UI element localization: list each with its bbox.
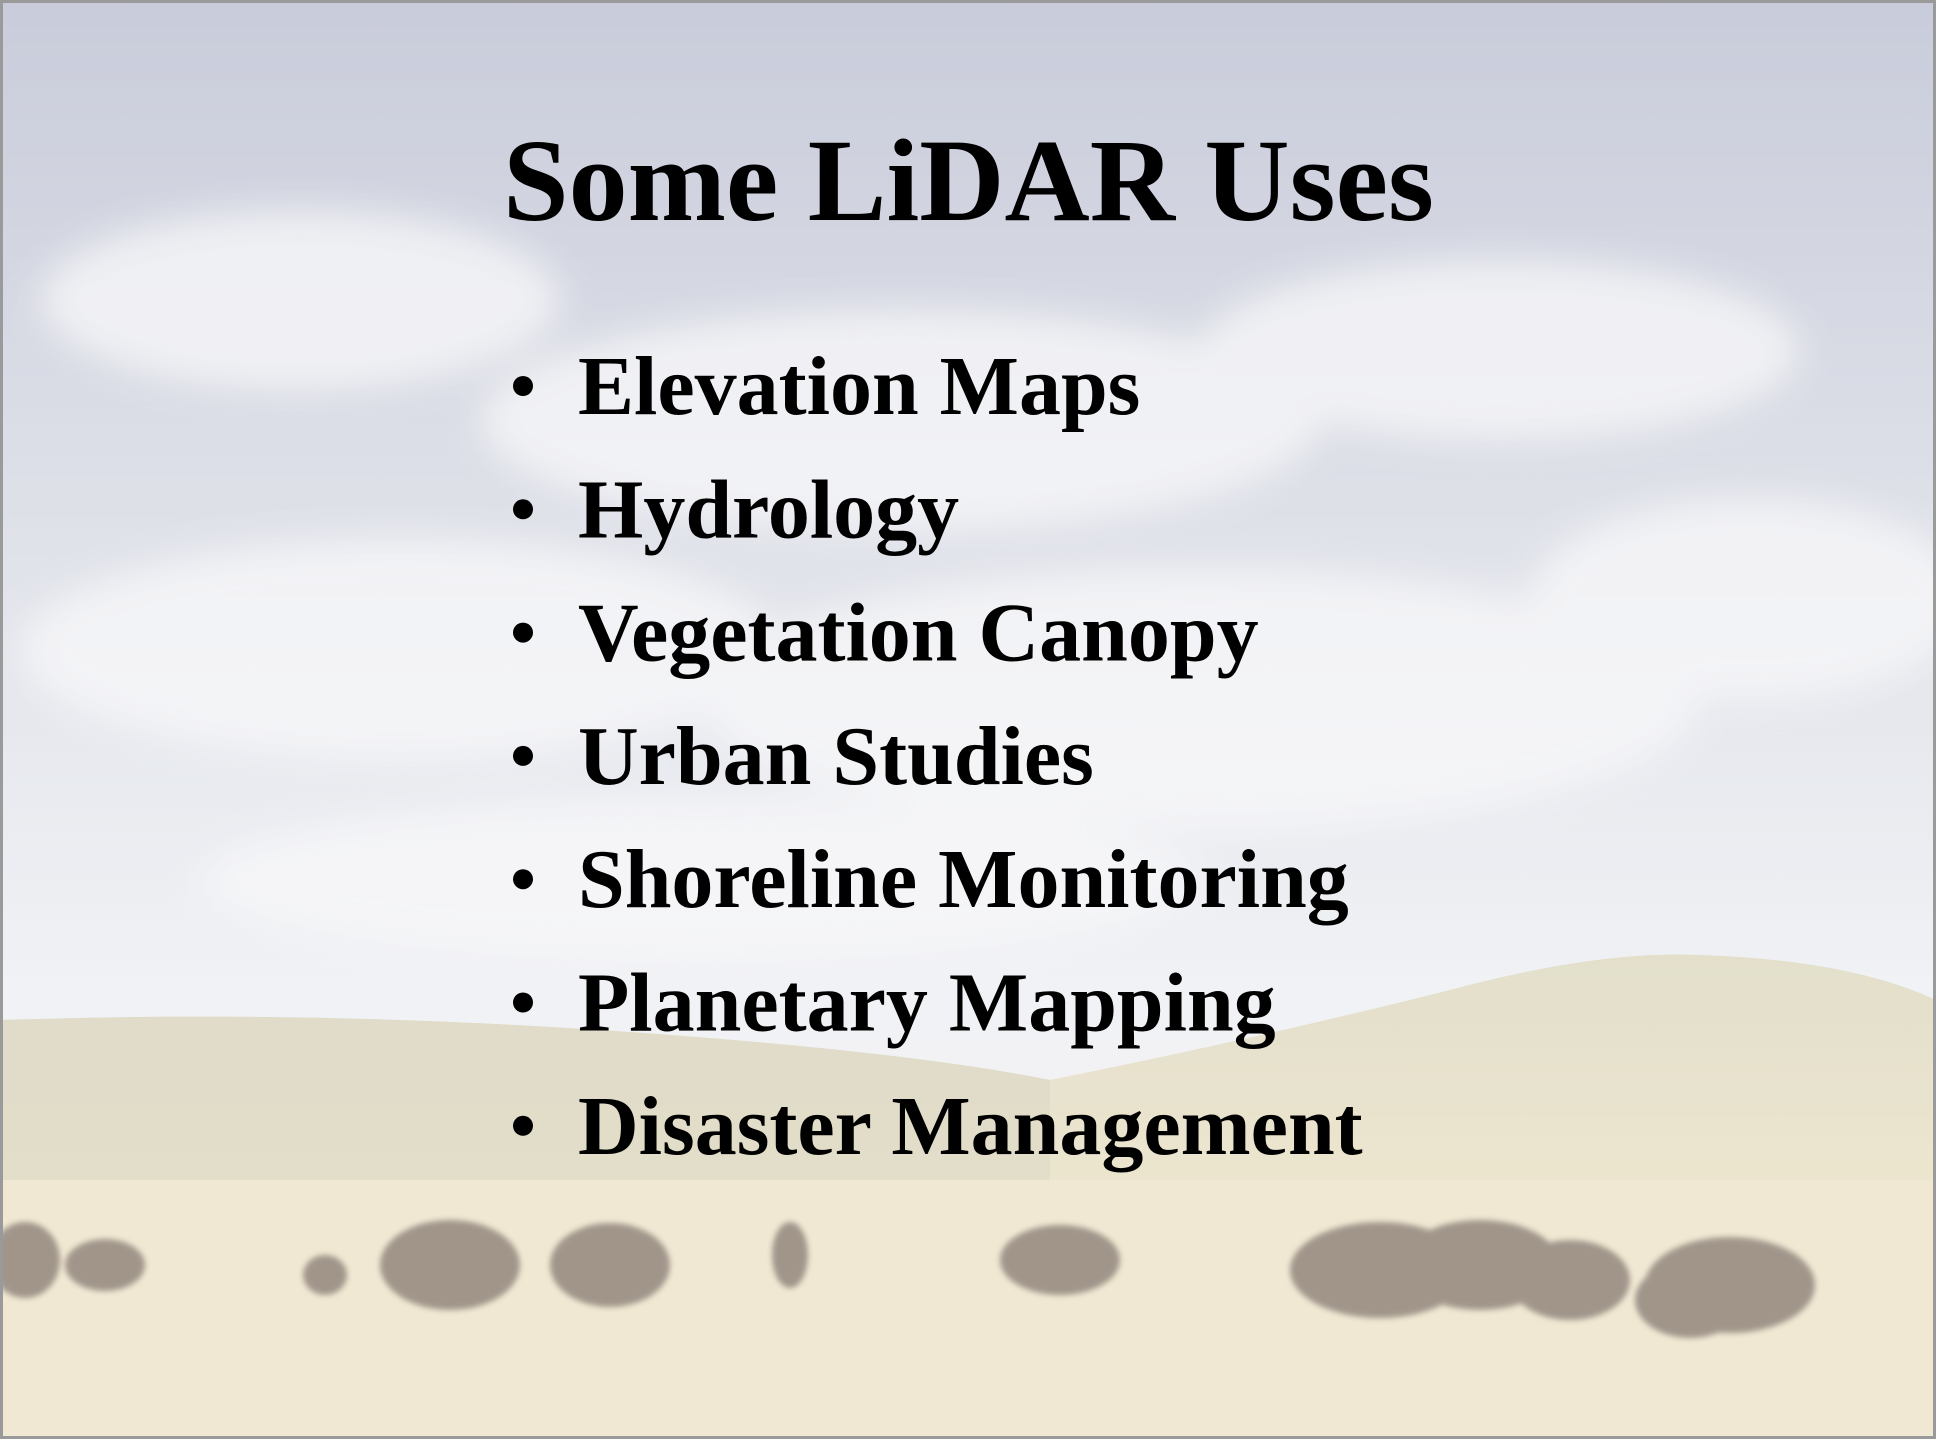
bullet-text: Shoreline Monitoring <box>578 833 1349 926</box>
bullet-dot <box>513 499 533 519</box>
bullet-dot <box>513 1116 533 1136</box>
bullet-dot <box>513 869 533 889</box>
bullet-text: Urban Studies <box>578 710 1094 803</box>
slide-title: Some LiDAR Uses <box>503 115 1434 246</box>
bullet-dot <box>513 376 533 396</box>
bullet-text: Disaster Management <box>578 1080 1363 1173</box>
slide: Some LiDAR Uses Elevation Maps Hydrology V… <box>0 0 1936 1439</box>
bullet-dot <box>513 746 533 766</box>
bullet-dot <box>513 623 533 643</box>
bullet-text: Hydrology <box>578 463 959 556</box>
bullet-text: Vegetation Canopy <box>578 587 1259 680</box>
bullet-dot <box>513 993 533 1013</box>
bullet-text: Elevation Maps <box>578 340 1140 433</box>
bullet-text: Planetary Mapping <box>578 957 1276 1050</box>
